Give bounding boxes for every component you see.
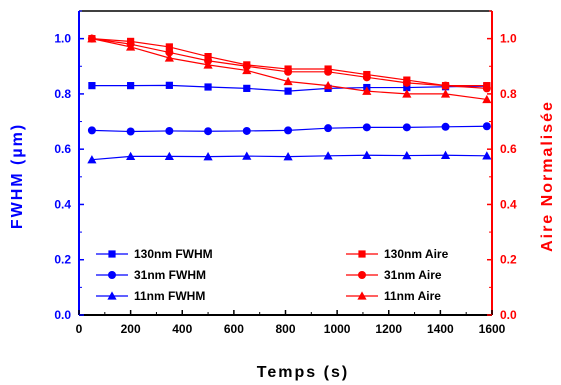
right-y-tick-label: 1.0 bbox=[500, 32, 517, 46]
left-y-tick-label: 0.6 bbox=[54, 142, 71, 156]
series-layer bbox=[87, 34, 492, 164]
x-tick-label: 800 bbox=[275, 322, 295, 336]
series-31nm-fwhm bbox=[87, 122, 491, 136]
x-tick-label: 0 bbox=[76, 322, 83, 336]
data-point bbox=[324, 124, 333, 133]
x-tick-label: 200 bbox=[121, 322, 141, 336]
data-point bbox=[324, 67, 333, 76]
data-point bbox=[403, 83, 411, 92]
right-y-tick-label: 0.6 bbox=[500, 142, 517, 156]
legend-marker bbox=[108, 250, 116, 258]
x-tick-label: 600 bbox=[224, 322, 244, 336]
data-point bbox=[402, 123, 411, 132]
data-point bbox=[204, 83, 212, 91]
data-point bbox=[88, 82, 96, 90]
data-point bbox=[441, 122, 450, 131]
legend-label: 11nm Aire bbox=[384, 289, 441, 303]
data-point bbox=[165, 43, 173, 51]
legend-entry: 31nm FWHM bbox=[96, 268, 206, 282]
data-point bbox=[440, 89, 451, 98]
data-point bbox=[126, 127, 135, 136]
data-point bbox=[204, 127, 213, 136]
x-tick-label: 1200 bbox=[375, 322, 402, 336]
legend-marker bbox=[108, 271, 116, 279]
left-y-tick-label: 0.8 bbox=[54, 87, 71, 101]
data-point bbox=[242, 65, 252, 75]
right-y-tick-label: 0.0 bbox=[500, 308, 517, 322]
left-y-tick-label: 1.0 bbox=[54, 32, 71, 46]
data-point bbox=[242, 151, 252, 160]
data-point bbox=[284, 67, 293, 76]
legend-marker bbox=[358, 271, 366, 279]
data-point bbox=[87, 34, 97, 43]
legend-marker bbox=[357, 291, 367, 300]
legend-entry: 31nm Aire bbox=[346, 268, 442, 282]
data-point bbox=[165, 126, 174, 135]
data-point bbox=[165, 81, 173, 89]
data-point bbox=[243, 84, 251, 92]
legend-label: 130nm Aire bbox=[384, 247, 449, 261]
left-y-axis-title: FWHM (µm) bbox=[9, 123, 26, 229]
right-y-tick-label: 0.2 bbox=[500, 253, 517, 267]
legend-entry: 11nm Aire bbox=[346, 289, 441, 303]
data-point bbox=[126, 151, 136, 161]
right-y-tick-label: 0.8 bbox=[500, 87, 517, 101]
data-point bbox=[482, 122, 491, 131]
data-point bbox=[283, 152, 293, 161]
data-point bbox=[164, 151, 174, 161]
legend-marker bbox=[358, 250, 366, 258]
legend-entry: 11nm FWHM bbox=[96, 289, 205, 303]
series-11nm-fwhm bbox=[87, 150, 492, 164]
series-line bbox=[91, 38, 487, 87]
data-point bbox=[87, 126, 96, 135]
x-tick-label: 1000 bbox=[324, 322, 351, 336]
left-y-tick-label: 0.2 bbox=[54, 253, 71, 267]
data-point bbox=[402, 89, 412, 98]
data-point bbox=[203, 60, 213, 69]
right-y-axis-title: Aire Normalisée bbox=[539, 100, 556, 252]
legend-label: 11nm FWHM bbox=[134, 289, 205, 303]
data-point bbox=[440, 150, 451, 159]
data-point bbox=[402, 78, 411, 87]
data-point bbox=[362, 123, 371, 132]
data-point bbox=[203, 152, 213, 161]
data-point bbox=[164, 53, 174, 62]
data-point bbox=[284, 87, 292, 95]
data-point bbox=[402, 150, 412, 160]
data-point bbox=[127, 82, 135, 90]
data-point bbox=[362, 150, 372, 159]
x-axis-title: Temps (s) bbox=[257, 364, 349, 381]
data-point bbox=[362, 86, 372, 95]
data-point bbox=[323, 151, 333, 160]
data-point bbox=[482, 84, 491, 93]
data-point bbox=[283, 76, 293, 86]
data-point bbox=[441, 81, 450, 90]
left-y-tick-label: 0.4 bbox=[54, 197, 71, 211]
series-11nm-aire bbox=[87, 34, 492, 104]
data-point bbox=[165, 48, 174, 57]
x-tick-label: 400 bbox=[172, 322, 192, 336]
data-point bbox=[87, 155, 97, 164]
data-point bbox=[242, 126, 251, 135]
data-point bbox=[323, 81, 333, 90]
legend-marker bbox=[107, 291, 117, 300]
legend-label: 31nm Aire bbox=[384, 268, 442, 282]
data-point bbox=[482, 94, 492, 104]
data-point bbox=[362, 73, 371, 82]
right-y-tick-label: 0.4 bbox=[500, 197, 517, 211]
x-tick-label: 1400 bbox=[427, 322, 454, 336]
x-tick-label: 1600 bbox=[479, 322, 506, 336]
left-y-tick-label: 0.0 bbox=[54, 308, 71, 322]
data-point bbox=[204, 53, 212, 61]
data-point bbox=[482, 151, 492, 160]
legend-entry: 130nm FWHM bbox=[96, 247, 213, 261]
legend-label: 130nm FWHM bbox=[134, 247, 213, 261]
legend-entry: 130nm Aire bbox=[346, 247, 449, 261]
data-point bbox=[126, 42, 136, 51]
legend-layer: 130nm FWHM 31nm FWHM 11nm FWHM 130nm Aire 31… bbox=[96, 247, 449, 303]
legend-label: 31nm FWHM bbox=[134, 268, 206, 282]
ticks-layer: 0 200 400 600 800 1000 1200 1400 16000.00.20.40.… bbox=[54, 10, 517, 336]
data-point bbox=[284, 126, 293, 135]
